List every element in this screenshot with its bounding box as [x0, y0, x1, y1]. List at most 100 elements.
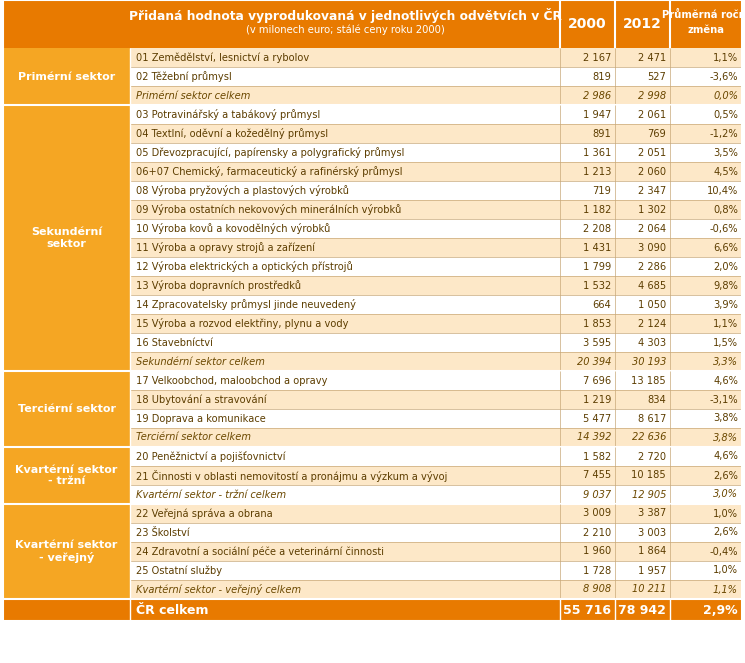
Text: 2 167: 2 167 — [583, 52, 611, 62]
Text: -3,6%: -3,6% — [709, 72, 738, 82]
Bar — [130, 428, 742, 447]
Text: 0,0%: 0,0% — [713, 91, 738, 101]
Text: 819: 819 — [592, 72, 611, 82]
Text: 2000: 2000 — [568, 17, 607, 31]
Bar — [130, 162, 742, 181]
Text: Primérní sektor: Primérní sektor — [18, 72, 115, 82]
Text: 2 051: 2 051 — [638, 147, 666, 158]
Text: 3 009: 3 009 — [583, 509, 611, 518]
Text: Terciérní sektor: Terciérní sektor — [17, 404, 115, 414]
Text: 2,6%: 2,6% — [713, 528, 738, 538]
Text: 1 361: 1 361 — [583, 147, 611, 158]
Text: 24 Zdravotní a sociální péče a veterinární činnosti: 24 Zdravotní a sociální péče a veterinár… — [136, 546, 384, 557]
Text: 55 716: 55 716 — [563, 603, 611, 617]
Bar — [130, 48, 742, 67]
Bar — [130, 200, 742, 219]
Text: 04 Textlní, oděvní a kožedělný průmysl: 04 Textlní, oděvní a kožedělný průmysl — [136, 128, 328, 139]
Text: 10 185: 10 185 — [631, 471, 666, 481]
Text: 1,1%: 1,1% — [713, 318, 738, 328]
Text: 2,9%: 2,9% — [703, 603, 738, 617]
Text: 3,5%: 3,5% — [713, 147, 738, 158]
Text: 3,0%: 3,0% — [713, 489, 738, 499]
Text: 3,3%: 3,3% — [713, 357, 738, 367]
Text: 1 431: 1 431 — [583, 243, 611, 253]
Text: Kvartérní sektor - tržní celkem: Kvartérní sektor - tržní celkem — [136, 489, 286, 499]
Bar — [130, 390, 742, 409]
Bar — [130, 86, 742, 105]
Bar — [130, 219, 742, 238]
Text: 2 471: 2 471 — [638, 52, 666, 62]
Text: 10 Výroba kovů a kovodělných výrobků: 10 Výroba kovů a kovodělných výrobků — [136, 223, 330, 234]
Bar — [3, 371, 130, 447]
Text: 891: 891 — [592, 129, 611, 139]
Text: 08 Výroba pryžových a plastových výrobků: 08 Výroba pryžových a plastových výrobků — [136, 185, 349, 196]
Text: 527: 527 — [647, 72, 666, 82]
Bar — [130, 333, 742, 352]
Text: 78 942: 78 942 — [618, 603, 666, 617]
Text: 7 696: 7 696 — [583, 375, 611, 385]
Text: Kvartérní sektor
- tržní: Kvartérní sektor - tržní — [16, 465, 118, 486]
Text: 3 387: 3 387 — [638, 509, 666, 518]
Text: 1 947: 1 947 — [583, 109, 611, 119]
Text: 12 Výroba elektrických a optických přístrojů: 12 Výroba elektrických a optických příst… — [136, 261, 353, 272]
Bar — [130, 466, 742, 485]
Text: 2,6%: 2,6% — [713, 471, 738, 481]
Text: 1 853: 1 853 — [583, 318, 611, 328]
Text: 2 061: 2 061 — [638, 109, 666, 119]
Text: 17 Velkoobchod, maloobchod a opravy: 17 Velkoobchod, maloobchod a opravy — [136, 375, 328, 385]
Text: 719: 719 — [592, 186, 611, 196]
Text: 1,0%: 1,0% — [713, 566, 738, 575]
Text: 1 050: 1 050 — [638, 300, 666, 310]
Bar — [3, 504, 130, 599]
Bar — [3, 0, 742, 48]
Text: ČR celkem: ČR celkem — [136, 603, 209, 617]
Text: 3 090: 3 090 — [638, 243, 666, 253]
Text: 2 986: 2 986 — [583, 91, 611, 101]
Bar — [3, 447, 130, 504]
Text: 30 193: 30 193 — [632, 357, 666, 367]
Text: 22 Veřejná správa a obrana: 22 Veřejná správa a obrana — [136, 509, 273, 518]
Text: 4,5%: 4,5% — [713, 166, 738, 176]
Text: 18 Ubytování a stravování: 18 Ubytování a stravování — [136, 394, 267, 404]
Text: 2 347: 2 347 — [638, 186, 666, 196]
Bar — [130, 561, 742, 580]
Bar — [130, 276, 742, 295]
Text: (v milonech euro; stálé ceny roku 2000): (v milonech euro; stálé ceny roku 2000) — [246, 25, 444, 35]
Text: 01 Zemědělství, lesnictví a rybolov: 01 Zemědělství, lesnictví a rybolov — [136, 52, 309, 63]
Text: 1,1%: 1,1% — [713, 52, 738, 62]
Text: 1,1%: 1,1% — [713, 585, 738, 595]
Text: 10,4%: 10,4% — [707, 186, 738, 196]
Bar — [3, 599, 742, 621]
Text: 02 Těžební průmysl: 02 Těžební průmysl — [136, 71, 232, 82]
Text: 11 Výroba a opravy strojů a zařízení: 11 Výroba a opravy strojů a zařízení — [136, 242, 315, 253]
Bar — [130, 314, 742, 333]
Text: 22 636: 22 636 — [632, 432, 666, 442]
Text: 10 211: 10 211 — [632, 585, 666, 595]
Text: 2 124: 2 124 — [638, 318, 666, 328]
Bar — [130, 409, 742, 428]
Text: 13 Výroba dopravních prostředků: 13 Výroba dopravních prostředků — [136, 280, 301, 291]
Text: Sekundérní
sektor: Sekundérní sektor — [31, 227, 102, 249]
Bar — [130, 504, 742, 523]
Text: 13 185: 13 185 — [631, 375, 666, 385]
Text: 3 003: 3 003 — [638, 528, 666, 538]
Text: 3 595: 3 595 — [583, 337, 611, 347]
Text: změna: změna — [688, 25, 724, 35]
Bar — [130, 352, 742, 371]
Text: 23 Školství: 23 Školství — [136, 528, 190, 538]
Text: 25 Ostatní služby: 25 Ostatní služby — [136, 566, 222, 575]
Text: 16 Stavebníctví: 16 Stavebníctví — [136, 337, 213, 347]
Text: Terciérní sektor celkem: Terciérní sektor celkem — [136, 432, 251, 442]
Text: 834: 834 — [647, 394, 666, 404]
Text: 7 455: 7 455 — [583, 471, 611, 481]
Text: 2 998: 2 998 — [638, 91, 666, 101]
Text: 4 685: 4 685 — [638, 280, 666, 290]
Text: 0,5%: 0,5% — [713, 109, 738, 119]
Text: 4,6%: 4,6% — [713, 452, 738, 461]
Text: 1,0%: 1,0% — [713, 509, 738, 518]
Text: 03 Potravinářský a tabákový průmysl: 03 Potravinářský a tabákový průmysl — [136, 109, 320, 120]
Bar — [3, 48, 130, 105]
Text: 2012: 2012 — [623, 17, 662, 31]
Text: 05 Dřevozpracující, papírensky a polygrafický průmysl: 05 Dřevozpracující, papírensky a polygra… — [136, 147, 405, 158]
Text: 4 303: 4 303 — [638, 337, 666, 347]
